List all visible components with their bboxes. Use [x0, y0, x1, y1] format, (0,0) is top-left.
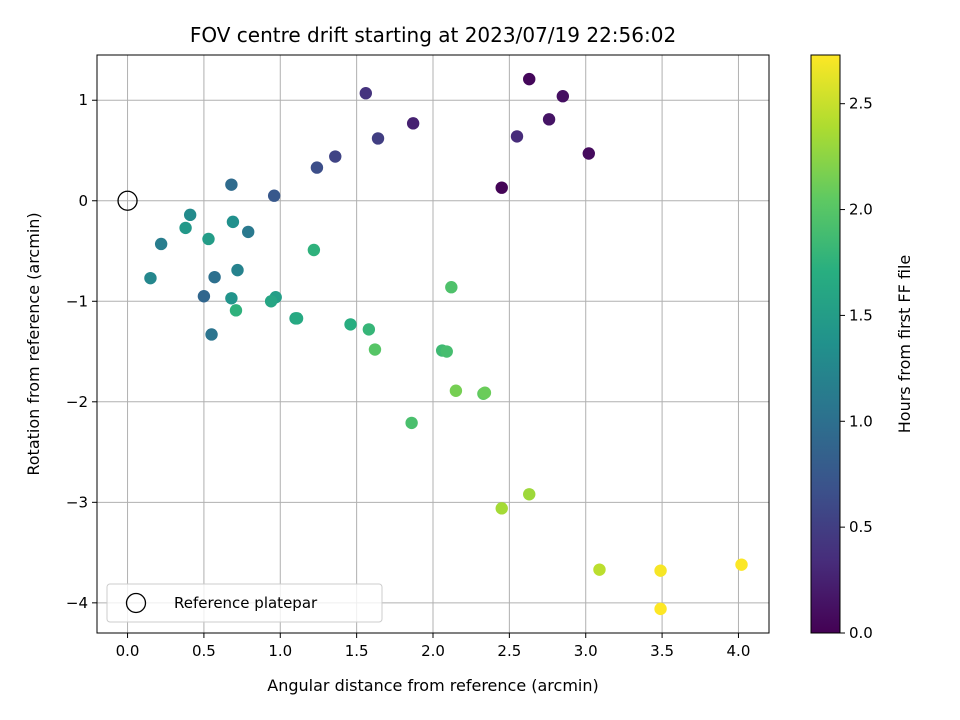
- legend-marker-icon: [125, 592, 147, 614]
- scatter-point: [523, 72, 536, 86]
- colorbar-gradient: [810, 54, 841, 634]
- scatter-point: [368, 343, 382, 356]
- legend-label: Reference platepar: [174, 594, 318, 612]
- scatter-point: [359, 86, 372, 100]
- scatter-point: [231, 263, 244, 277]
- colorbar-tick-label: 0.5: [849, 518, 873, 536]
- y-ticks: 1 0 −1 −2 −3 −4: [66, 91, 97, 612]
- scatter-point: [440, 345, 453, 358]
- y-tick-label: −4: [66, 594, 88, 612]
- y-tick-label: 0: [78, 192, 88, 210]
- colorbar-label: Hours from first FF file: [895, 255, 914, 434]
- colorbar-tick-label: 0.0: [849, 624, 873, 642]
- scatter-point: [229, 304, 243, 317]
- colorbar-tick-label: 2.0: [849, 201, 873, 219]
- scatter-point: [362, 323, 376, 336]
- x-tick-label: 1.5: [345, 642, 369, 660]
- data-points: [117, 72, 748, 616]
- scatter-point: [183, 208, 197, 222]
- scatter-point: [654, 602, 667, 616]
- scatter-point: [654, 564, 667, 577]
- y-tick-label: −3: [66, 493, 88, 511]
- scatter-point: [307, 243, 321, 257]
- x-tick-label: 2.5: [497, 642, 521, 660]
- legend: Reference platepar: [106, 583, 383, 623]
- scatter-point: [225, 292, 238, 305]
- scatter-point: [344, 318, 357, 331]
- colorbar-tick-label: 1.5: [849, 306, 873, 324]
- scatter-point: [225, 178, 238, 191]
- scatter-point: [445, 281, 458, 294]
- scatter-point: [405, 416, 418, 430]
- legend-box: [106, 583, 383, 623]
- reference-platepar-marker: [117, 190, 138, 211]
- scatter-point: [197, 290, 211, 303]
- scatter-point: [542, 113, 556, 126]
- scatter-point: [495, 502, 508, 515]
- scatter-point: [449, 384, 463, 397]
- x-tick-label: 3.5: [650, 642, 674, 660]
- scatter-point: [144, 271, 157, 285]
- y-tick-label: 1: [78, 91, 88, 109]
- colorbar: 0.0 0.5 1.0 1.5 2.0 2.5 Hours from first FF f…: [810, 54, 914, 642]
- scatter-point: [523, 488, 536, 501]
- scatter-point: [593, 563, 606, 576]
- colorbar-ticks: 0.0 0.5 1.0 1.5 2.0 2.5: [840, 95, 873, 642]
- x-tick-label: 4.0: [727, 642, 751, 660]
- scatter-point: [208, 270, 221, 284]
- x-tick-label: 0.5: [192, 642, 216, 660]
- y-tick-label: −2: [66, 393, 88, 411]
- x-axis-label: Angular distance from reference (arcmin): [267, 676, 598, 695]
- scatter-point: [371, 132, 385, 145]
- x-tick-label: 1.0: [268, 642, 292, 660]
- scatter-point: [202, 232, 215, 246]
- colorbar-tick-label: 2.5: [849, 95, 873, 113]
- scatter-point: [290, 312, 304, 325]
- scatter-point: [582, 147, 595, 160]
- y-axis-label: Rotation from reference (arcmin): [24, 212, 43, 475]
- scatter-point: [510, 130, 524, 143]
- scatter-point: [556, 90, 570, 103]
- scatter-point: [226, 215, 240, 229]
- grid-lines: [97, 55, 769, 633]
- scatter-point: [179, 221, 192, 235]
- x-tick-label: 2.0: [421, 642, 445, 660]
- colorbar-tick-label: 1.0: [849, 412, 873, 430]
- scatter-point: [154, 237, 168, 251]
- x-tick-label: 3.0: [574, 642, 598, 660]
- scatter-point: [205, 328, 218, 341]
- scatter-point: [264, 295, 278, 308]
- scatter-point: [329, 150, 342, 163]
- chart-title: FOV centre drift starting at 2023/07/19 …: [190, 23, 676, 47]
- scatter-point: [242, 225, 255, 239]
- x-tick-label: 0.0: [116, 642, 140, 660]
- scatter-point: [310, 161, 324, 174]
- scatter-point: [267, 189, 281, 202]
- x-ticks: 0.0 0.5 1.0 1.5 2.0 2.5 3.0 3.5 4.0: [116, 633, 751, 660]
- scatter-point: [495, 181, 508, 194]
- y-tick-label: −1: [66, 292, 88, 310]
- scatter-point: [735, 558, 748, 571]
- scatter-point: [406, 117, 420, 130]
- scatter-point: [478, 386, 492, 399]
